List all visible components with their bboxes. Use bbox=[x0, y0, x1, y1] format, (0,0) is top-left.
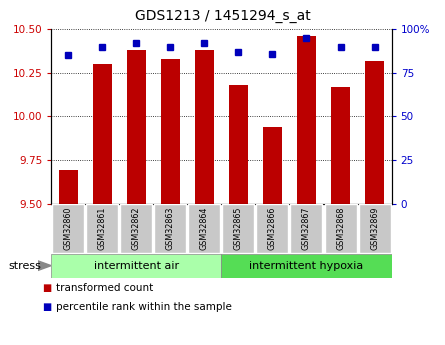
Text: transformed count: transformed count bbox=[56, 283, 153, 293]
FancyBboxPatch shape bbox=[222, 204, 255, 253]
Bar bbox=[93, 64, 112, 204]
Text: GSM32869: GSM32869 bbox=[370, 207, 379, 250]
Bar bbox=[222, 254, 392, 278]
Bar bbox=[297, 36, 316, 204]
Text: ■: ■ bbox=[42, 283, 52, 293]
FancyBboxPatch shape bbox=[120, 204, 152, 253]
Bar bbox=[263, 127, 282, 204]
FancyBboxPatch shape bbox=[324, 204, 356, 253]
Text: intermittent hypoxia: intermittent hypoxia bbox=[249, 261, 364, 270]
FancyBboxPatch shape bbox=[188, 204, 220, 253]
Bar bbox=[229, 85, 248, 204]
Text: GSM32864: GSM32864 bbox=[200, 207, 209, 250]
Text: stress: stress bbox=[9, 261, 42, 270]
FancyBboxPatch shape bbox=[256, 204, 288, 253]
Bar bbox=[331, 87, 350, 204]
Text: GDS1213 / 1451294_s_at: GDS1213 / 1451294_s_at bbox=[135, 9, 310, 23]
Text: ■: ■ bbox=[42, 302, 52, 312]
Text: GSM32862: GSM32862 bbox=[132, 207, 141, 250]
Bar bbox=[51, 254, 222, 278]
FancyBboxPatch shape bbox=[291, 204, 323, 253]
Text: percentile rank within the sample: percentile rank within the sample bbox=[56, 302, 231, 312]
Polygon shape bbox=[38, 261, 51, 270]
Text: GSM32861: GSM32861 bbox=[98, 207, 107, 250]
FancyBboxPatch shape bbox=[86, 204, 118, 253]
Text: GSM32867: GSM32867 bbox=[302, 207, 311, 250]
Bar bbox=[365, 61, 384, 204]
FancyBboxPatch shape bbox=[359, 204, 391, 253]
FancyBboxPatch shape bbox=[52, 204, 84, 253]
Text: GSM32860: GSM32860 bbox=[64, 207, 73, 250]
FancyBboxPatch shape bbox=[154, 204, 186, 253]
Text: GSM32863: GSM32863 bbox=[166, 207, 175, 250]
Bar bbox=[195, 50, 214, 204]
Bar bbox=[127, 50, 146, 204]
Text: GSM32868: GSM32868 bbox=[336, 207, 345, 250]
Text: GSM32866: GSM32866 bbox=[268, 207, 277, 250]
Text: intermittent air: intermittent air bbox=[94, 261, 179, 270]
Bar bbox=[161, 59, 180, 204]
Bar bbox=[59, 170, 77, 204]
Text: GSM32865: GSM32865 bbox=[234, 207, 243, 250]
